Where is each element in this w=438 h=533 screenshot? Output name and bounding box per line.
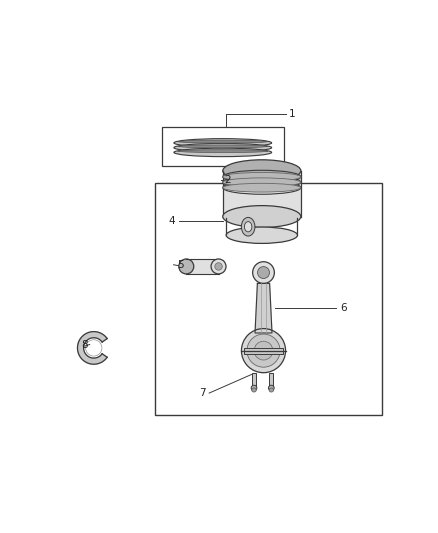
- Ellipse shape: [215, 263, 222, 270]
- Ellipse shape: [223, 178, 301, 187]
- Text: 7: 7: [199, 388, 206, 398]
- Ellipse shape: [253, 262, 274, 284]
- Ellipse shape: [211, 259, 226, 274]
- Ellipse shape: [174, 148, 272, 157]
- Text: 4: 4: [169, 216, 175, 227]
- Ellipse shape: [251, 385, 257, 391]
- Polygon shape: [78, 332, 107, 364]
- Ellipse shape: [223, 206, 301, 228]
- Ellipse shape: [241, 328, 286, 373]
- Bar: [162, 127, 284, 166]
- Ellipse shape: [179, 259, 194, 274]
- Text: 5: 5: [177, 260, 184, 270]
- Bar: [223, 171, 301, 216]
- Polygon shape: [255, 284, 272, 333]
- Ellipse shape: [223, 183, 301, 192]
- Bar: [269, 374, 273, 387]
- Ellipse shape: [252, 388, 256, 392]
- Ellipse shape: [174, 143, 272, 152]
- Ellipse shape: [174, 139, 272, 147]
- Ellipse shape: [258, 266, 269, 279]
- Ellipse shape: [241, 217, 255, 236]
- Text: 8: 8: [81, 340, 88, 350]
- Text: 6: 6: [340, 303, 346, 313]
- Text: 2: 2: [224, 175, 231, 185]
- Ellipse shape: [223, 160, 301, 182]
- Ellipse shape: [269, 388, 274, 392]
- Ellipse shape: [178, 140, 268, 143]
- Bar: [155, 183, 382, 415]
- Ellipse shape: [226, 227, 297, 244]
- Ellipse shape: [223, 173, 301, 181]
- Ellipse shape: [268, 385, 274, 391]
- Bar: [252, 374, 256, 387]
- Bar: [186, 259, 219, 274]
- Ellipse shape: [244, 222, 252, 232]
- Ellipse shape: [254, 341, 273, 360]
- Ellipse shape: [178, 145, 268, 148]
- Bar: [244, 348, 283, 354]
- Text: 1: 1: [289, 109, 296, 119]
- Ellipse shape: [178, 150, 268, 152]
- Ellipse shape: [247, 334, 280, 367]
